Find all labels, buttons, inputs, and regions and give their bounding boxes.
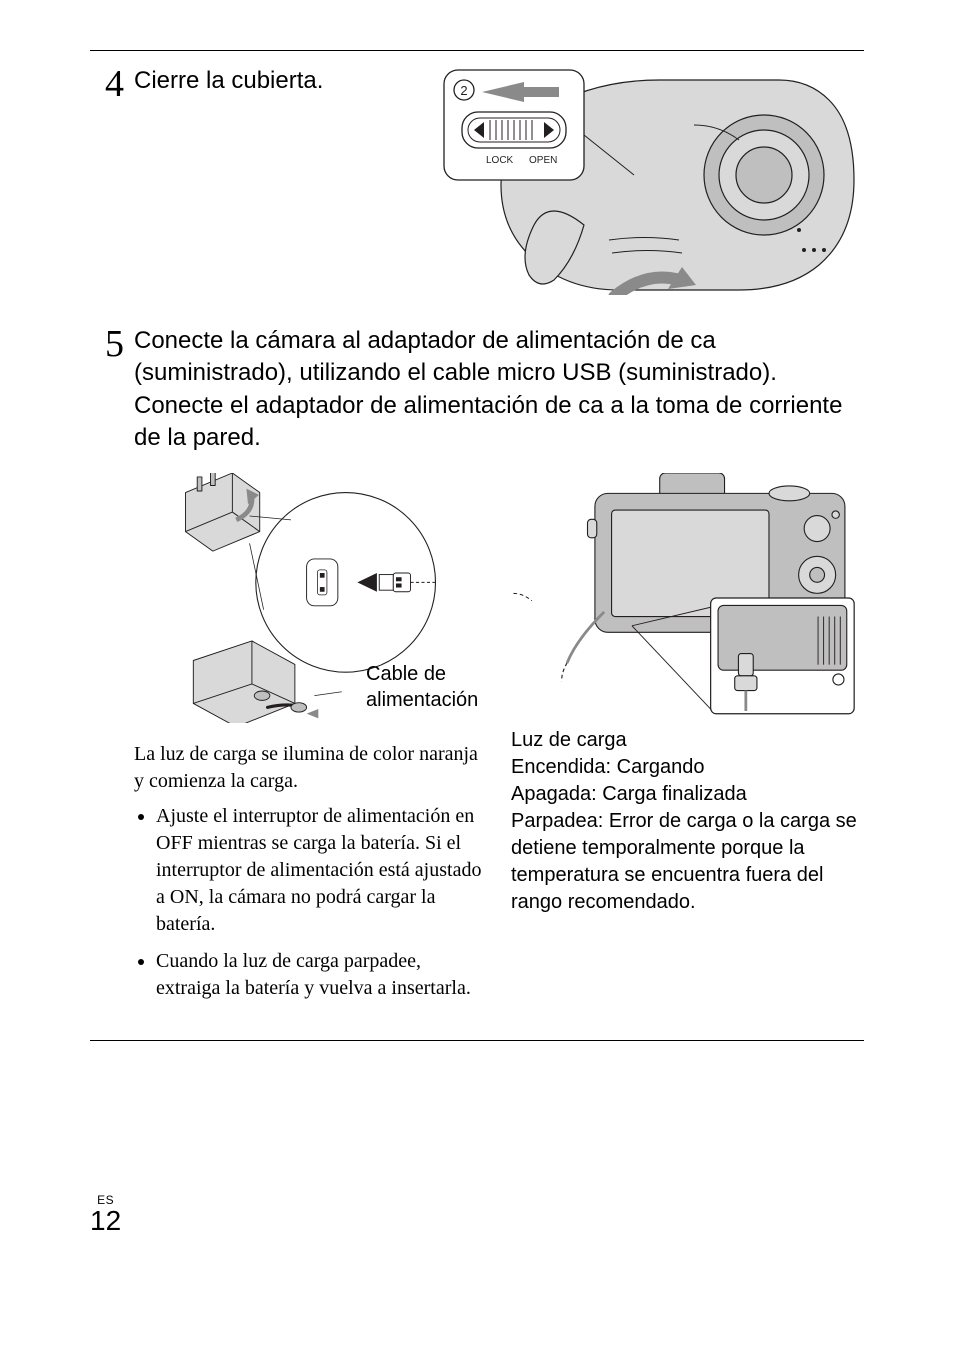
top-rule bbox=[90, 50, 864, 51]
step-4-title: Cierre la cubierta. bbox=[134, 65, 424, 97]
step-4-illustration: 1 2 bbox=[434, 65, 864, 295]
svg-text:LOCK: LOCK bbox=[486, 155, 514, 166]
cable-label-line2: alimentación bbox=[366, 689, 478, 711]
step-5-right-column: Luz de carga Encendida: Cargando Apagada… bbox=[511, 473, 864, 1012]
step-5-right-illustration bbox=[511, 473, 864, 723]
step-5: 5 Conecte la cámara al adaptador de alim… bbox=[90, 325, 864, 1012]
footer-page-number: 12 bbox=[90, 1207, 121, 1235]
step-4-number: 4 bbox=[90, 65, 124, 103]
bullet-2: Cuando la luz de carga parpadee, extraig… bbox=[156, 948, 487, 1002]
step-4: 4 Cierre la cubierta. bbox=[90, 65, 864, 295]
cable-label: Cable de alimentación bbox=[366, 661, 478, 713]
charge-lamp-head: Luz de carga bbox=[511, 727, 864, 754]
step-5-body: Conecte la cámara al adaptador de alimen… bbox=[134, 325, 864, 1012]
charge-intro: La luz de carga se ilumina de color nara… bbox=[134, 741, 487, 795]
charge-lamp-blink: Parpadea: Error de carga o la carga se d… bbox=[511, 808, 864, 916]
page-footer: ES 12 bbox=[90, 1193, 121, 1235]
step-5-title: Conecte la cámara al adaptador de alimen… bbox=[134, 325, 864, 455]
bullet-1: Ajuste el interruptor de alimentación en… bbox=[156, 803, 487, 938]
step-5-left-column: Cable de alimentación La luz de carga se… bbox=[134, 473, 487, 1012]
charge-lamp-on: Encendida: Cargando bbox=[511, 754, 864, 781]
cable-label-line1: Cable de bbox=[366, 663, 446, 685]
charge-lamp-off: Apagada: Carga finalizada bbox=[511, 781, 864, 808]
svg-text:2: 2 bbox=[460, 83, 467, 98]
svg-text:OPEN: OPEN bbox=[529, 155, 557, 166]
bottom-rule bbox=[90, 1040, 864, 1041]
step-5-number: 5 bbox=[90, 325, 124, 363]
step-4-body: Cierre la cubierta. bbox=[134, 65, 864, 295]
charge-bullets: Ajuste el interruptor de alimentación en… bbox=[134, 803, 487, 1002]
charge-lamp-text: Luz de carga Encendida: Cargando Apagada… bbox=[511, 727, 864, 916]
manual-page: 4 Cierre la cubierta. bbox=[0, 0, 954, 1345]
